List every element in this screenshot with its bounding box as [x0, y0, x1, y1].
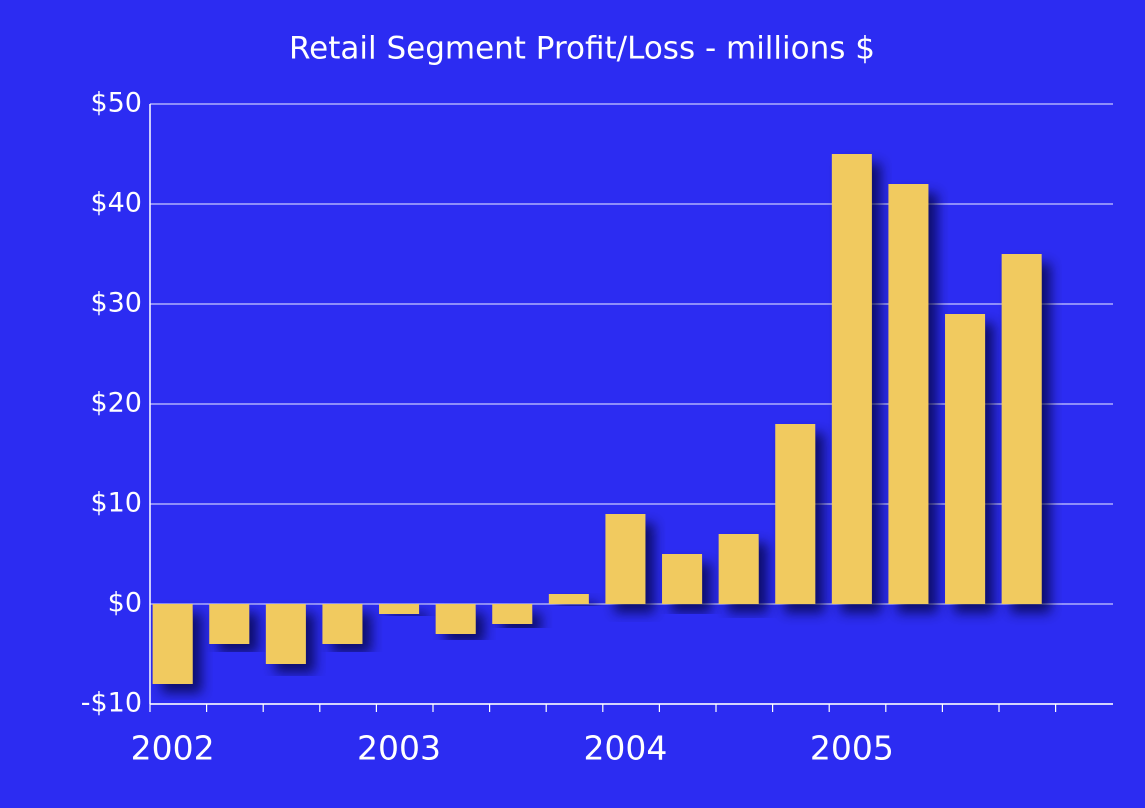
x-tick-label: 2002	[131, 729, 215, 768]
bar	[492, 604, 533, 624]
bar	[152, 604, 193, 684]
bar	[888, 184, 929, 604]
chart-title: Retail Segment Profit/Loss - millions $	[289, 31, 875, 67]
y-tick-label: $50	[90, 88, 142, 119]
bar	[265, 604, 306, 664]
x-tick-label: 2003	[357, 729, 441, 768]
y-tick-label: -$10	[81, 688, 142, 719]
bar	[322, 604, 363, 644]
y-tick-label: $30	[90, 288, 142, 319]
bar	[775, 424, 816, 604]
bar	[435, 604, 476, 634]
bar	[945, 314, 986, 604]
bar	[605, 514, 646, 604]
y-tick-label: $20	[90, 388, 142, 419]
y-tick-label: $40	[90, 188, 142, 219]
bar	[831, 154, 872, 604]
y-tick-label: $10	[90, 488, 142, 519]
bar	[379, 604, 420, 614]
y-tick-label: $0	[108, 588, 142, 619]
x-tick-label: 2004	[583, 729, 667, 768]
bar	[209, 604, 250, 644]
bar	[1001, 254, 1042, 604]
bar	[548, 594, 589, 604]
bar	[718, 534, 759, 604]
x-tick-label: 2005	[810, 729, 894, 768]
bar	[662, 554, 703, 604]
